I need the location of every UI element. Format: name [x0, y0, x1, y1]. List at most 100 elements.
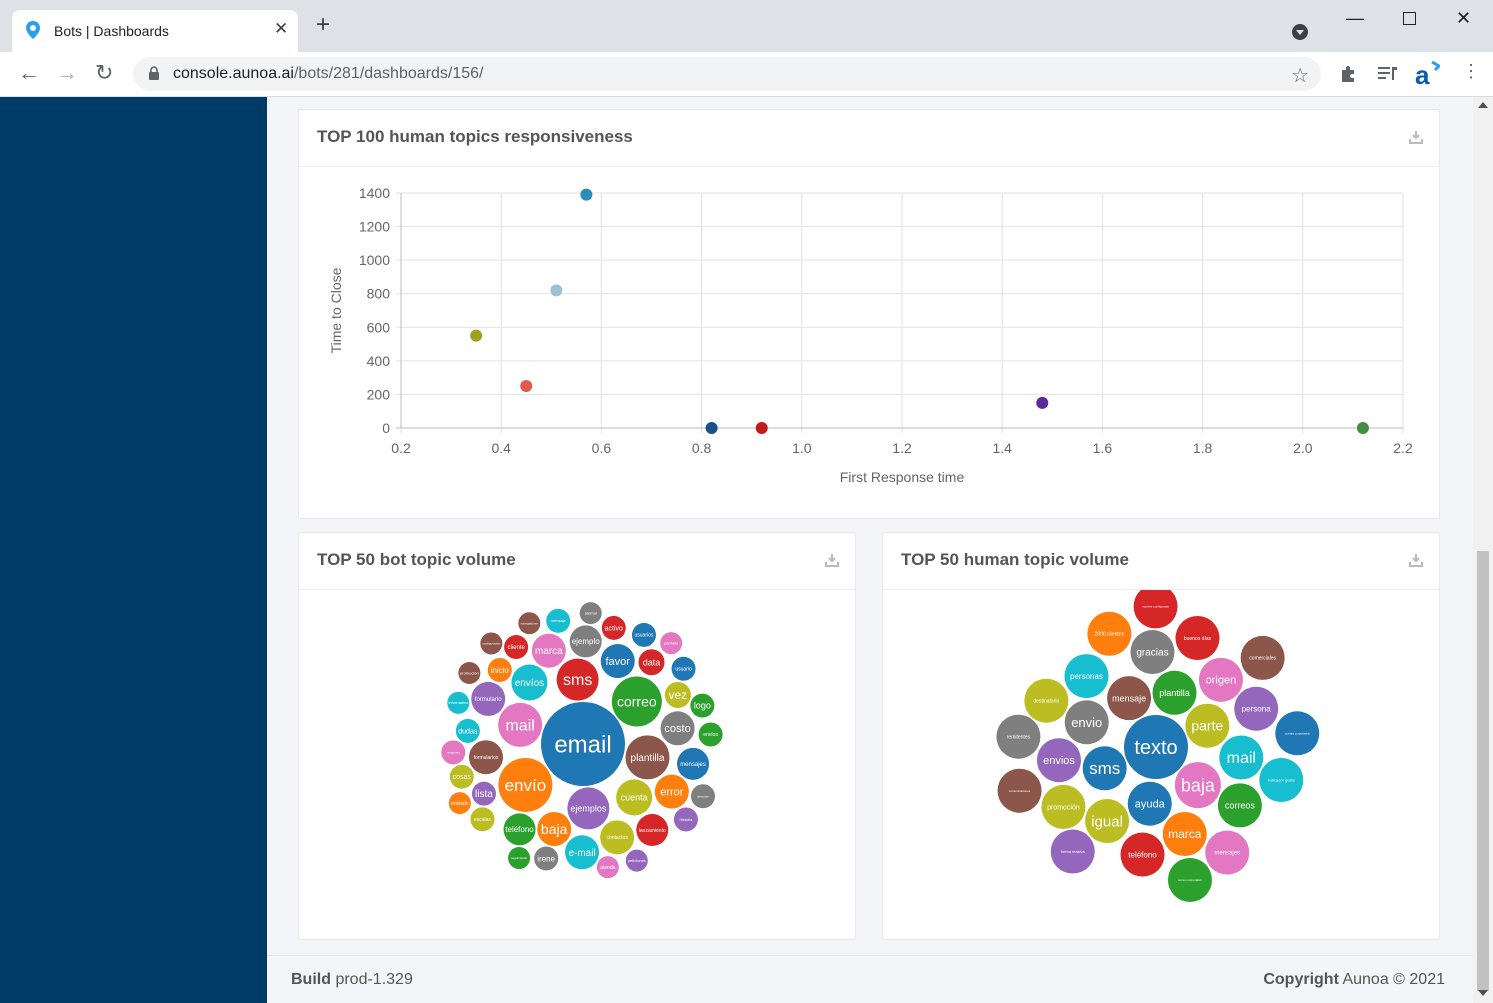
topic-bubble — [996, 714, 1041, 759]
browser-tab[interactable]: Bots | Dashboards ✕ — [12, 10, 298, 52]
topic-bubble-label: mail — [505, 717, 534, 734]
minimize-button[interactable]: — — [1346, 8, 1364, 28]
scatter-point — [1356, 422, 1369, 434]
topic-bubble-label: aternal — [585, 611, 597, 616]
scatter-chart: 0.2 0.4 0.6 0.8 1.0 1.2 1.4 1.6 1.8 2.0 2.2 0 200 400… — [328, 185, 1413, 485]
topic-bubble — [1050, 829, 1095, 874]
maximize-button[interactable] — [1403, 12, 1416, 25]
topic-bubble — [448, 792, 471, 815]
topic-bubble-label: remitentes — [1007, 734, 1031, 740]
bookmark-star-icon[interactable]: ☆ — [1291, 65, 1309, 87]
topic-bubble-label: plantilla — [631, 753, 665, 764]
download-icon[interactable] — [825, 553, 839, 567]
topic-bubble — [625, 735, 670, 780]
topic-bubble — [498, 757, 553, 812]
topic-bubble-label: igual — [1091, 813, 1123, 830]
download-icon[interactable] — [1409, 553, 1423, 567]
scatter-point — [550, 284, 563, 297]
scatter-point — [470, 329, 483, 342]
topic-bubble — [1120, 832, 1165, 877]
topic-bubble-label: envio — [1071, 715, 1102, 730]
topic-bubble-label: usuarios — [635, 633, 654, 639]
page-scrollbar[interactable] — [1473, 97, 1493, 1003]
tab-close-icon[interactable]: ✕ — [274, 19, 289, 38]
scatter-point — [755, 422, 768, 434]
y-tick-label: 200 — [367, 386, 391, 402]
reading-list-icon[interactable] — [1378, 65, 1398, 83]
topic-bubble-label: promoción — [460, 670, 479, 675]
y-axis-label: Time to Close — [328, 267, 344, 353]
x-tick-label: 1.0 — [792, 440, 812, 456]
topic-bubble — [997, 768, 1042, 813]
topic-bubble-label: error — [660, 786, 684, 798]
extensions-puzzle-icon[interactable] — [1340, 65, 1358, 83]
scroll-down-arrow-icon[interactable] — [1478, 990, 1488, 996]
x-tick-label: 0.2 — [391, 440, 411, 456]
topic-bubble-label: plantilla — [1159, 688, 1190, 698]
topic-bubble-label: seguimiento — [511, 856, 528, 860]
reload-button[interactable]: ↻ — [95, 60, 114, 85]
topic-bubble-label: comunicaciones — [1009, 789, 1031, 793]
topic-bubble-label: atenda — [600, 865, 616, 871]
back-button[interactable]: ← — [18, 60, 40, 85]
close-window-button[interactable]: ✕ — [1456, 8, 1472, 28]
sidebar — [0, 97, 267, 1003]
responsiveness-card: TOP 100 human topics responsiveness 0.2 0… — [298, 109, 1440, 519]
browser-toolbar: ← → ↻ console.aunoa.ai/bots/281/dashboar… — [0, 52, 1493, 97]
topic-bubble — [601, 615, 626, 640]
topic-bubble — [671, 656, 696, 681]
topic-bubble — [1133, 590, 1178, 629]
topic-bubble — [1124, 715, 1188, 779]
svg-text:a: a — [1415, 60, 1430, 88]
lock-icon — [149, 66, 159, 80]
forward-button[interactable]: → — [56, 60, 78, 85]
y-tick-label: 1400 — [359, 185, 390, 201]
tab-search-icon[interactable] — [1292, 24, 1308, 40]
topic-bubble — [1085, 799, 1130, 844]
topic-bubble — [546, 608, 571, 633]
topic-bubble-label: dirección — [697, 794, 709, 798]
topic-bubble-label: pantalla — [664, 641, 679, 646]
topic-bubble-label: activo — [605, 625, 623, 632]
download-icon[interactable] — [1409, 130, 1423, 144]
topic-bubble-label: teléfono — [505, 825, 534, 834]
topic-bubble — [1127, 781, 1172, 826]
scatter-point — [580, 188, 593, 201]
topic-bubble — [1217, 783, 1262, 828]
y-tick-label: 400 — [367, 353, 391, 369]
topic-bubble-label: cliente — [507, 645, 525, 651]
copyright-info: Copyright Aunoa © 2021 — [1263, 971, 1445, 989]
browser-menu-icon[interactable]: ⋮ — [1462, 61, 1480, 81]
topic-bubble — [498, 702, 543, 747]
topic-bubble-label: ejemplos — [570, 804, 607, 814]
topic-bubble-label: email — [554, 731, 611, 758]
topic-bubble-label: comerciales — [1249, 656, 1276, 662]
x-tick-label: 0.8 — [692, 440, 712, 456]
topic-bubble-label: usuario — [675, 666, 692, 672]
new-tab-button[interactable]: + — [316, 11, 331, 38]
topic-bubble — [470, 807, 495, 832]
y-tick-label: 0 — [382, 420, 390, 436]
scatter-point — [1036, 396, 1049, 409]
topic-bubble-label: parte — [1191, 718, 1223, 734]
topic-bubble-label: promoción — [1047, 804, 1080, 811]
url-host: console.aunoa.ai — [173, 65, 294, 82]
scroll-up-arrow-icon[interactable] — [1478, 102, 1488, 108]
topic-bubble-label: mensaje — [1112, 693, 1146, 703]
topic-bubble-label: escalas — [474, 817, 491, 823]
topic-bubble — [1167, 857, 1212, 902]
topic-bubble — [480, 632, 503, 655]
topic-bubble — [600, 820, 635, 855]
aunoa-extension-icon[interactable]: a — [1414, 60, 1440, 88]
address-bar[interactable]: console.aunoa.ai/bots/281/dashboards/156… — [133, 57, 1321, 91]
card-header: TOP 50 human topic volume — [883, 533, 1439, 590]
scatter-point — [705, 422, 718, 434]
scroll-thumb[interactable] — [1477, 551, 1489, 991]
topic-bubble-label: gracias — [1136, 648, 1168, 659]
topic-bubble — [638, 649, 665, 676]
topic-bubble-label: favor — [606, 656, 631, 668]
topic-bubble-label: nombre configurado — [1142, 604, 1169, 608]
topic-bubble — [1175, 616, 1220, 661]
topic-bubble-label: irene — [537, 854, 555, 863]
topic-bubble — [625, 849, 648, 872]
